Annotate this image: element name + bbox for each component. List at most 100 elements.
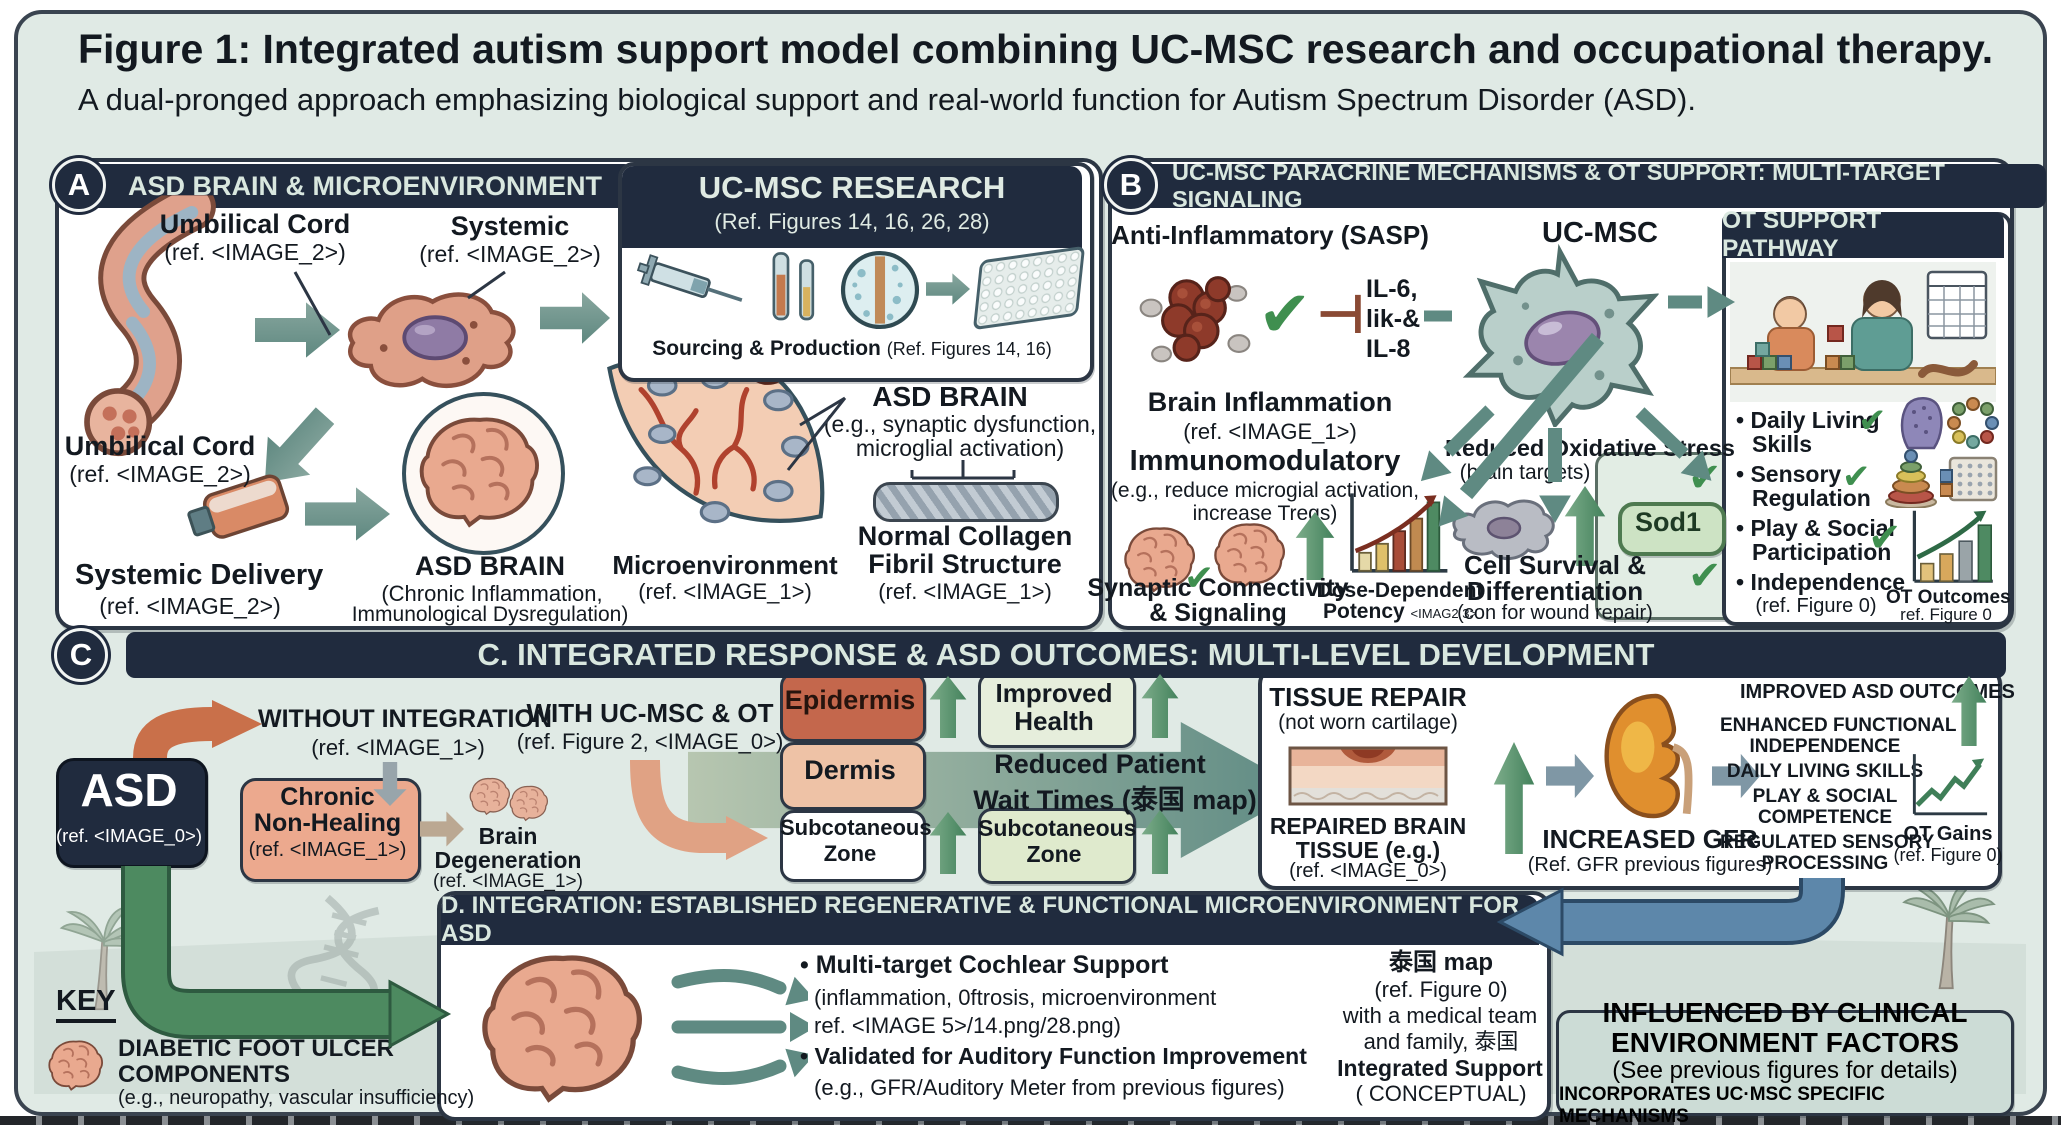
ot-bullet3a: • Play & Social xyxy=(1736,515,1895,541)
ot-outcomes-chart xyxy=(1908,506,1996,586)
ot-bullet3b: Participation xyxy=(1752,539,1892,565)
outcome3a: PLAY & SOCIAL xyxy=(1752,786,1898,807)
chronic-label2: Non-Healing xyxy=(253,809,402,837)
survival-label2: Differentiation xyxy=(1466,576,1644,606)
without-integration-label: WITHOUT INTEGRATION xyxy=(258,705,552,733)
sod1-check-top-icon: ✔ xyxy=(1688,456,1722,500)
outcome4a: REGULATED SENSORY xyxy=(1720,832,1935,853)
asd-brain-sub1: (Chronic Inflammation, xyxy=(381,581,603,606)
umbilical-cord-top-label: Umbilical Cord xyxy=(159,209,351,239)
msc-cell-illustration xyxy=(340,280,520,398)
degeneration-label2: Degeneration xyxy=(434,847,582,873)
key-title-text: KEY xyxy=(56,985,116,1023)
asd-brain-callout-sub1: (e.g., synaptic dysfunction, xyxy=(823,411,1097,437)
ot-check2-icon: ✔ xyxy=(1842,458,1871,496)
cytokine-il6: IL-6, xyxy=(1366,275,1418,303)
chronic-ref: (ref. <IMAGE_1>) xyxy=(248,839,407,861)
integration-bullet2: • Validated for Auditory Function Improv… xyxy=(800,1043,1307,1069)
ot-bullet4-ref: (ref. Figure 0) xyxy=(1755,595,1877,617)
ot-bullet2b: Regulation xyxy=(1752,485,1871,511)
ucmsc-star-cell-illustration xyxy=(1460,242,1660,427)
brain-inflammation-label: Brain Inflammation xyxy=(1147,387,1393,417)
research-caption-bold: Sourcing & Production xyxy=(652,337,881,360)
map-line4: and family, 泰国 xyxy=(1363,1029,1519,1054)
microenvironment-ref: (ref. <IMAGE_1>) xyxy=(638,579,812,604)
microenvironment-label: Microenvironment xyxy=(612,550,838,580)
degeneration-brain2-icon xyxy=(506,784,552,822)
umbilical-cord-bottom-label: Umbilical Cord xyxy=(64,431,256,461)
kidney-illustration xyxy=(1600,688,1700,824)
systemic-delivery-ref: (ref. <IMAGE_2>) xyxy=(99,593,281,619)
key-title: KEY xyxy=(56,985,116,1023)
ucmsc-research-header xyxy=(622,166,1082,248)
dose-label2-bold: Potency xyxy=(1322,600,1405,623)
map-line3: with a medical team xyxy=(1342,1003,1538,1028)
dose-label2: Potency <IMAG2 3> xyxy=(1310,600,1490,623)
figure-subtitle: A dual-pronged approach emphasizing biol… xyxy=(78,82,1696,117)
asd-brain-callout-label: ASD BRAIN xyxy=(872,381,1028,412)
clinical-line2: ENVIRONMENT FACTORS xyxy=(1611,1027,1959,1058)
collagen-label1: Normal Collagen xyxy=(857,521,1073,551)
epidermis-label: Epidermis xyxy=(784,685,916,715)
repaired-ref: (ref. <IMAGE_0>) xyxy=(1289,860,1447,882)
gfr-label: INCREASED GFR xyxy=(1542,824,1758,854)
systemic-label: Systemic xyxy=(450,211,570,241)
asd-label: ASD xyxy=(80,764,178,816)
therapy-scene-illustration xyxy=(1730,262,1996,402)
pegboard-icon xyxy=(1940,456,1998,502)
map-line5: Integrated Support xyxy=(1337,1055,1543,1081)
anti-inflammatory-label: Anti-Inflammatory (SASP) xyxy=(1111,220,1429,250)
cytokine-il8: IL-8 xyxy=(1366,335,1411,363)
key-brain-icon xyxy=(44,1038,108,1092)
panel-d-brain-illustration xyxy=(460,948,666,1106)
clinical-line4: INCORPORATES UC·MSC SPECIFIC MECHANISMS xyxy=(1559,1084,1885,1125)
subq2-label2: Zone xyxy=(1026,841,1082,867)
tissue-repair-sub: (not worn cartilage) xyxy=(1278,711,1458,734)
ot-outcomes-ref: ref. Figure 0 xyxy=(1900,605,1992,624)
integration-bullet1-sub2: ref. <IMAGE 5>/14.png/28.png) xyxy=(814,1013,1121,1038)
microenvironment-illustration xyxy=(595,358,835,548)
integration-bullet2-sub: (e.g., GFR/Auditory Meter from previous … xyxy=(814,1075,1285,1100)
gfr-ref: (Ref. GFR previous figures) xyxy=(1527,854,1773,876)
ot-bullet4: • Independence xyxy=(1736,569,1906,595)
sod1-badge xyxy=(1618,502,1726,556)
chronic-label1: Chronic xyxy=(280,783,375,811)
figure-title: Figure 1: Integrated autism support mode… xyxy=(78,26,1994,72)
panel-c-header: C. INTEGRATED RESPONSE & ASD OUTCOMES: M… xyxy=(126,632,2006,678)
outcome1a: ENHANCED FUNCTIONAL xyxy=(1720,715,1957,736)
asd-brain-label: ASD BRAIN xyxy=(414,551,565,581)
subq1-label1: Subcotaneous xyxy=(780,815,932,840)
collagen-ref: (ref. <IMAGE_1>) xyxy=(878,579,1052,604)
sod1-label: Sod1 xyxy=(1634,507,1701,537)
immunomodulatory-label: Immunomodulatory xyxy=(1129,445,1401,477)
health-label1: Improved xyxy=(995,678,1113,708)
systemic-ref: (ref. <IMAGE_2>) xyxy=(419,241,601,267)
ot-gains-label: OT Gains xyxy=(1903,823,1993,845)
with-ucmsc-ot-label: WITH UC-MSC & OT xyxy=(526,698,774,728)
survival-label1: Cell Survival & xyxy=(1463,550,1647,580)
brain-inflammation-ref: (ref. <IMAGE_1>) xyxy=(1183,419,1357,444)
map-line2: (ref. Figure 0) xyxy=(1374,977,1508,1002)
asd-ref: (ref. <IMAGE_0>) xyxy=(56,825,202,846)
panel-d-header: D. INTEGRATION: ESTABLISHED REGENERATIVE… xyxy=(441,892,1539,947)
ot-bullet2a: • Sensory xyxy=(1736,461,1842,487)
synaptic-check-icon: ✔ xyxy=(1184,557,1215,598)
magnifier-cells-icon xyxy=(838,248,922,332)
stacking-toy-icon xyxy=(1885,449,1937,508)
degeneration-ref: (ref. <IMAGE_1>) xyxy=(433,871,583,892)
clinical-line1: INFLUENCED BY CLINICAL xyxy=(1602,997,1968,1028)
outcome4b: PROCESSING xyxy=(1761,853,1889,874)
research-caption-ref: (Ref. Figures 14, 16) xyxy=(886,339,1052,359)
dermis-box xyxy=(780,742,926,810)
repaired-label1: REPAIRED BRAIN xyxy=(1269,813,1467,839)
improved-outcomes-label: IMPROVED ASD OUTCOMES xyxy=(1740,681,2015,703)
panel-c-badge: C xyxy=(54,628,108,682)
repaired-label2: TISSUE (e.g.) xyxy=(1295,837,1441,863)
ot-bullet1a: • Daily Living xyxy=(1736,407,1880,433)
map-line6: ( CONCEPTUAL) xyxy=(1355,1081,1527,1106)
checkmark-icon: ✔ xyxy=(1258,278,1312,350)
integration-bullet1: • Multi-target Cochlear Support xyxy=(800,951,1169,979)
skin-repair-illustration xyxy=(1288,740,1448,810)
ot-check3-icon: ✔ xyxy=(1868,516,1902,560)
collagen-fibril-illustration xyxy=(873,482,1059,522)
